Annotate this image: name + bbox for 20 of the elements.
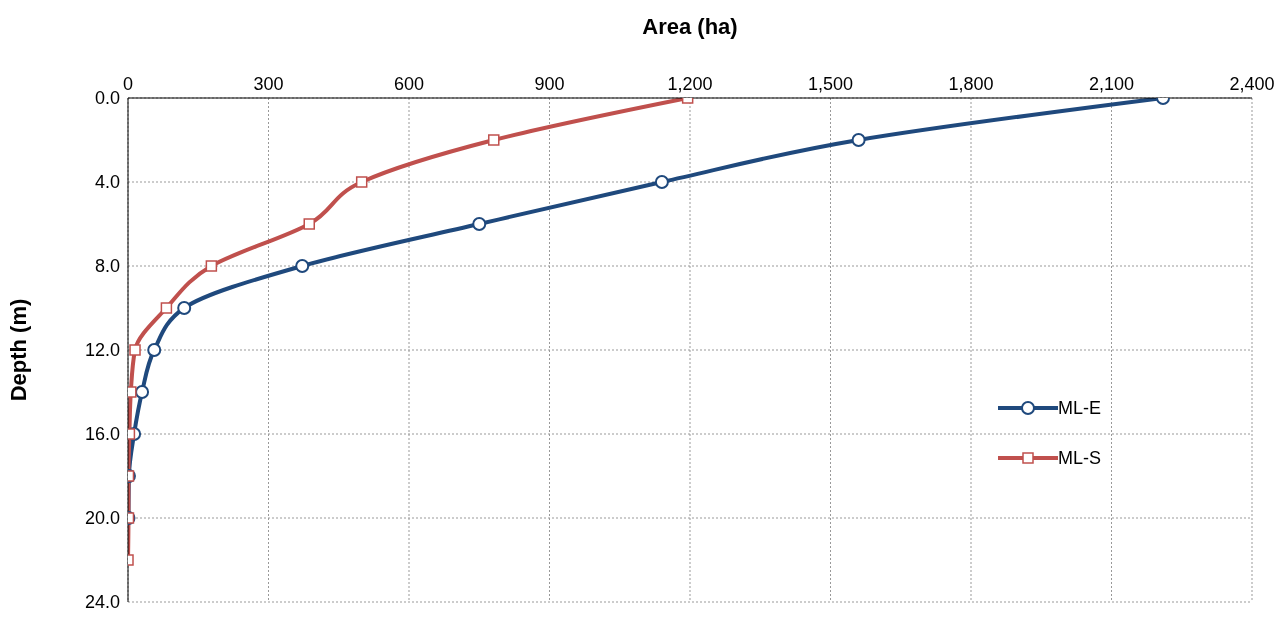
x-tick-label: 0 xyxy=(122,74,134,94)
x-tick-label: 2,100 xyxy=(1088,74,1135,94)
x-tick-label: 1,800 xyxy=(948,74,994,94)
legend-label: ML-S xyxy=(1058,447,1102,469)
y-tick-label: 20.0 xyxy=(84,508,120,529)
x-tick-label: 1,500 xyxy=(807,74,854,94)
y-tick-label: 16.0 xyxy=(84,424,120,445)
x-tick-label: 2,400 xyxy=(1229,74,1275,94)
y-tick-label: 12.0 xyxy=(84,340,120,361)
y-axis-title: Depth (m) xyxy=(5,298,31,402)
x-axis-title: Area (ha) xyxy=(642,13,738,39)
y-tick-label: 8.0 xyxy=(94,256,120,277)
y-tick-label: 0.0 xyxy=(94,88,120,109)
y-tick-label: 24.0 xyxy=(84,592,120,613)
y-tick-label: 4.0 xyxy=(94,172,120,193)
x-tick-label: 300 xyxy=(253,74,284,94)
legend-label: ML-E xyxy=(1058,397,1102,419)
x-tick-label: 600 xyxy=(393,74,425,94)
x-tick-label: 1,200 xyxy=(667,74,713,94)
x-tick-label: 900 xyxy=(534,74,565,94)
